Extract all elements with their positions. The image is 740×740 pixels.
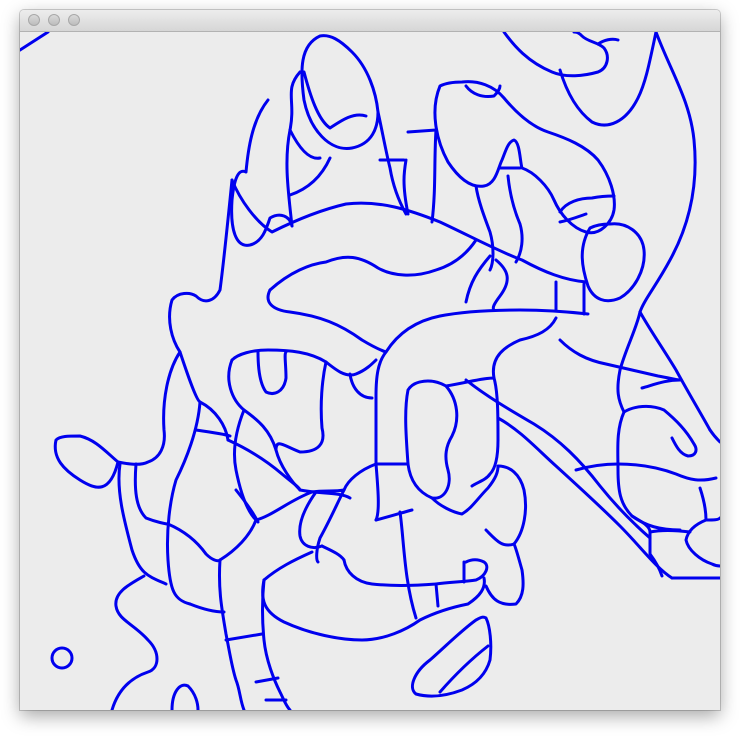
center-top-drop xyxy=(474,184,495,272)
central-spine xyxy=(374,350,388,522)
upper-right-hook xyxy=(596,37,620,46)
bottom-central-lobe-b xyxy=(484,542,525,606)
lower-connector-b xyxy=(166,522,222,563)
center-top-stem xyxy=(430,128,438,224)
far-left-blob xyxy=(53,434,120,489)
drawing-canvas[interactable] xyxy=(20,32,720,710)
left-column-low xyxy=(288,156,332,197)
right-cell-band-b xyxy=(638,310,712,432)
far-left-circle xyxy=(50,646,74,670)
cross-region-j xyxy=(374,508,414,522)
corner-stroke xyxy=(20,32,50,52)
bottom-left-column-link-c xyxy=(262,550,314,582)
lower-connector-c xyxy=(194,428,232,438)
mid-diagonal xyxy=(491,316,558,380)
mid-rounded-cell xyxy=(404,379,459,500)
left-small-cell xyxy=(117,462,168,586)
bottom-left-column-link xyxy=(188,602,226,614)
connector-side xyxy=(406,128,438,134)
cross-region-e xyxy=(342,462,378,492)
bottom-left-hump xyxy=(170,683,200,710)
center-top-cap xyxy=(464,84,502,98)
right-cell-lower xyxy=(630,514,664,578)
lower-connector-a xyxy=(298,488,352,500)
bottom-left-column xyxy=(217,558,246,710)
right-cell-lower-b xyxy=(698,486,720,522)
right-mid-link xyxy=(558,212,588,224)
cross-region-g xyxy=(434,582,440,608)
connector-upper xyxy=(376,110,408,216)
right-cell-upper-link xyxy=(616,368,626,414)
band-upper xyxy=(230,178,588,284)
lower-connector-d xyxy=(226,438,302,492)
band-cloud xyxy=(268,238,478,292)
left-column-outline xyxy=(285,70,302,228)
bottom-leaf-vein xyxy=(438,644,490,694)
upper-right-teardrop xyxy=(558,32,658,127)
mid-right-sweep xyxy=(464,378,652,540)
connector-stem xyxy=(402,158,410,216)
line-art-drawing xyxy=(20,32,720,710)
cross-region-d xyxy=(315,488,346,564)
zoom-window-button[interactable] xyxy=(68,14,80,26)
right-cell-circle xyxy=(616,410,682,532)
right-cell-lower-d xyxy=(648,529,692,534)
bottom-leaf xyxy=(411,615,493,698)
right-lower-curve xyxy=(618,310,642,372)
minimize-window-button[interactable] xyxy=(48,14,60,26)
right-long-curve xyxy=(638,32,697,314)
upper-lobe-outline xyxy=(300,34,380,150)
bottom-left-column-rung-b xyxy=(254,676,280,684)
band-lower-blob xyxy=(266,288,442,354)
band-left-link xyxy=(464,254,492,304)
mid-right-sweep-b xyxy=(496,416,674,580)
bottom-left-column-b xyxy=(261,578,292,710)
cross-region-a xyxy=(232,408,346,522)
center-top-blob xyxy=(433,80,616,235)
central-pocket-drop xyxy=(256,350,288,395)
left-column-mid xyxy=(288,128,322,160)
app-window xyxy=(20,10,720,710)
right-cell-circle-top xyxy=(622,404,698,458)
bottom-left-column-link-b xyxy=(218,518,258,562)
right-cell-lower-c xyxy=(684,518,720,568)
left-wave xyxy=(116,178,234,466)
central-pocket xyxy=(230,348,378,377)
central-left-arm xyxy=(227,358,302,492)
left-finger xyxy=(165,350,202,606)
bottom-central-lobe xyxy=(261,576,486,642)
bottom-left-column-rung-a xyxy=(224,632,264,642)
left-column-branch xyxy=(230,98,294,247)
title-bar[interactable] xyxy=(20,10,720,32)
center-top-drop-b xyxy=(506,174,524,264)
cross-region-i xyxy=(398,510,418,620)
upper-lobe-inner xyxy=(302,70,368,130)
right-mid-stem xyxy=(558,194,616,214)
cross-region-k xyxy=(320,544,346,562)
right-cell-band xyxy=(558,338,682,382)
cross-region-f xyxy=(342,558,489,587)
left-pocket xyxy=(133,462,170,526)
mid-cell-lower xyxy=(430,464,528,547)
central-drop-a xyxy=(274,360,328,454)
cross-region-b xyxy=(234,488,260,524)
mid-cell-right-drop xyxy=(470,438,500,488)
central-drop-b xyxy=(348,372,374,400)
band-right-c xyxy=(491,258,509,312)
right-mid-blob xyxy=(580,222,646,303)
cross-region-c xyxy=(298,490,324,550)
close-window-button[interactable] xyxy=(28,14,40,26)
upper-right-loop xyxy=(502,32,609,78)
right-cell-link xyxy=(640,378,682,390)
bottom-left-wave xyxy=(110,574,159,710)
right-edge-stroke xyxy=(708,428,720,444)
right-cell-link-b xyxy=(574,462,718,482)
band-middle xyxy=(438,308,590,318)
